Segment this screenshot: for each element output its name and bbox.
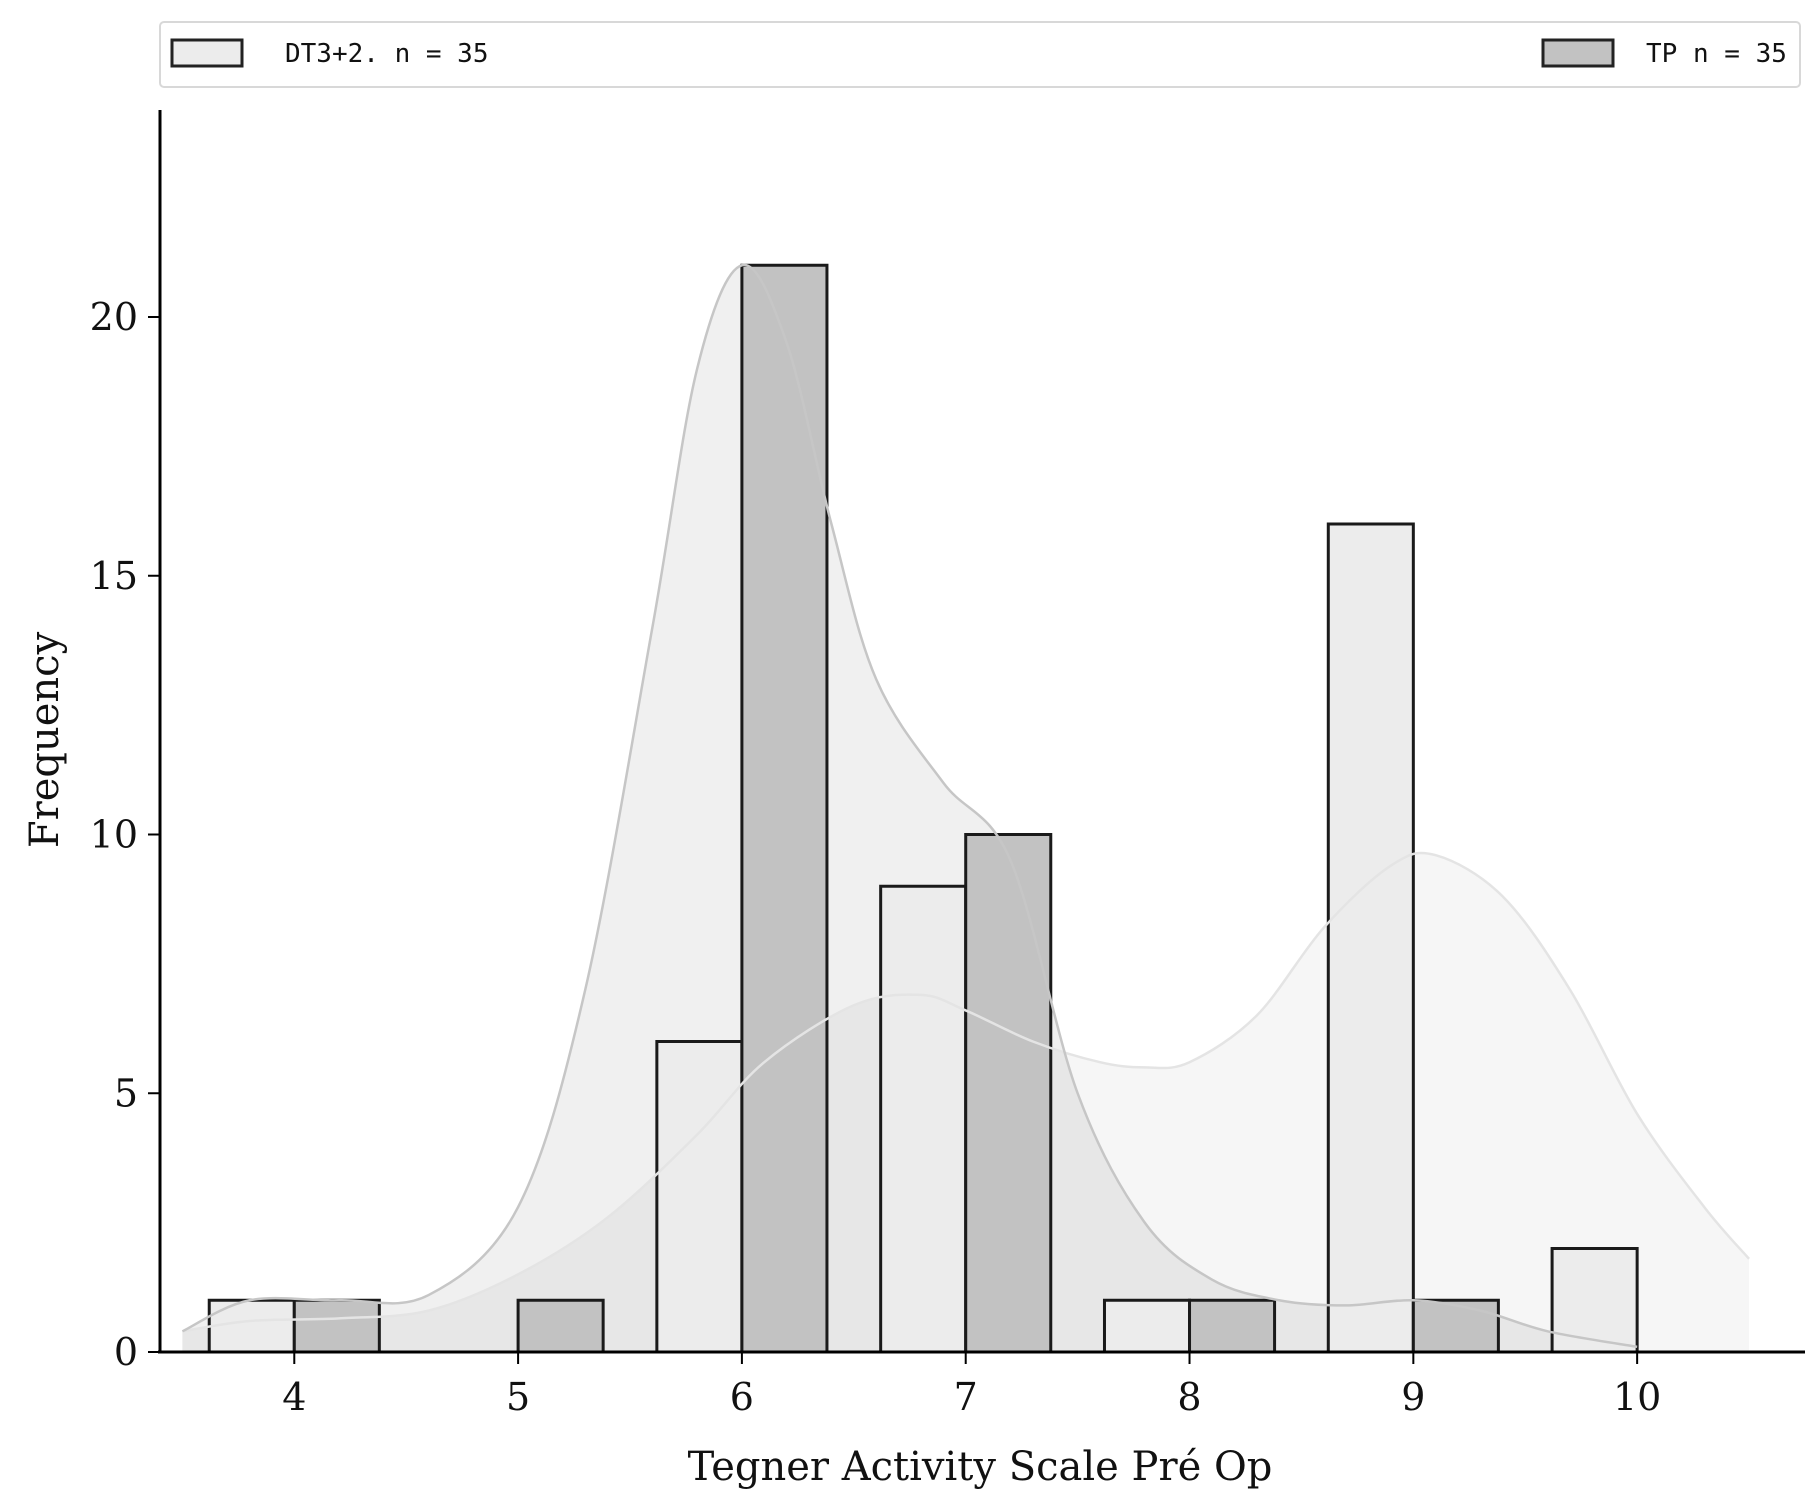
legend: DT3+2. n = 35 TP n = 35 (159, 21, 1801, 88)
bar-tp-7 (964, 833, 1053, 1354)
x-tick-label: 4 (282, 1375, 306, 1419)
x-tick-label: 8 (1177, 1375, 1201, 1419)
legend-label-dt32: DT3+2. n = 35 (285, 39, 489, 69)
bar-dt3-8 (1102, 1298, 1192, 1354)
y-tick-label: 0 (114, 1330, 138, 1374)
x-ticks: 4 5 6 7 8 9 10 (282, 1352, 1661, 1419)
bar-dt3-7 (879, 884, 968, 1354)
kde-line-dt3 (182, 851, 1750, 1333)
kde-line-tp (181, 263, 1638, 1349)
legend-swatch-tp (1541, 38, 1615, 68)
legend-box (159, 21, 1801, 88)
x-tick-label: 7 (954, 1375, 978, 1419)
legend-label-tp: TP n = 35 (1646, 39, 1787, 69)
y-tick-label: 15 (90, 554, 138, 598)
y-axis-title: Frequency (22, 631, 68, 848)
bar-tp-5 (516, 1298, 605, 1354)
bar-dt3-10 (1550, 1247, 1639, 1354)
legend-swatch-dt32 (170, 38, 244, 68)
y-tick-label: 10 (90, 813, 138, 857)
bar-tp-8 (1188, 1298, 1277, 1354)
bar-tp-6 (740, 263, 829, 1354)
x-tick-label: 9 (1401, 1375, 1425, 1419)
x-tick-label: 5 (506, 1375, 530, 1419)
bar-tp-9 (1411, 1298, 1500, 1354)
y-ticks: 0 5 10 15 20 (90, 295, 160, 1374)
y-tick-label: 20 (90, 295, 138, 339)
x-tick-label: 6 (730, 1375, 754, 1419)
bars (207, 263, 1639, 1354)
y-tick-label: 5 (114, 1071, 138, 1115)
x-tick-label: 10 (1613, 1375, 1661, 1419)
bar-dt3-6 (655, 1040, 744, 1354)
kde-area-tp (182, 264, 1638, 1353)
bar-dt3-9 (1326, 522, 1415, 1354)
kde-lines (181, 263, 1750, 1349)
x-axis-title: Tegner Activity Scale Pré Op (688, 1444, 1273, 1490)
kde-fills (182, 264, 1638, 1353)
bar-tp-4 (292, 1298, 381, 1354)
bar-dt3-4 (207, 1298, 296, 1354)
